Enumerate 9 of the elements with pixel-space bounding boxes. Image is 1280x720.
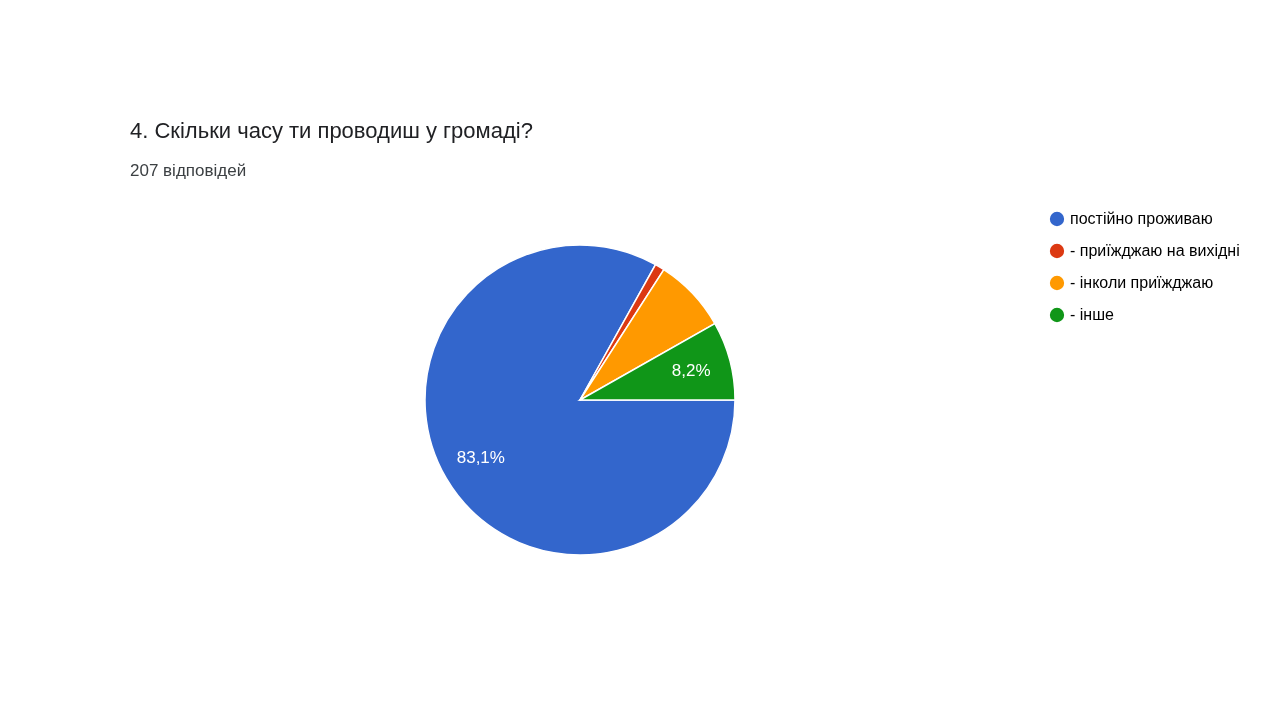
- legend-label: постійно проживаю: [1070, 210, 1213, 227]
- chart-title: 4. Скільки часу ти проводиш у громаді?: [130, 118, 533, 143]
- text: 207 відповідей: [130, 161, 247, 180]
- legend-label: - приїжджаю на вихідні: [1070, 242, 1240, 259]
- data-label: 83,1%: [456, 448, 505, 468]
- pie-slice: [424, 244, 736, 556]
- legend-label: - інколи приїжджаю: [1070, 274, 1214, 291]
- data-label: 8,2%: [671, 360, 711, 380]
- legend-label: - інше: [1070, 306, 1114, 323]
